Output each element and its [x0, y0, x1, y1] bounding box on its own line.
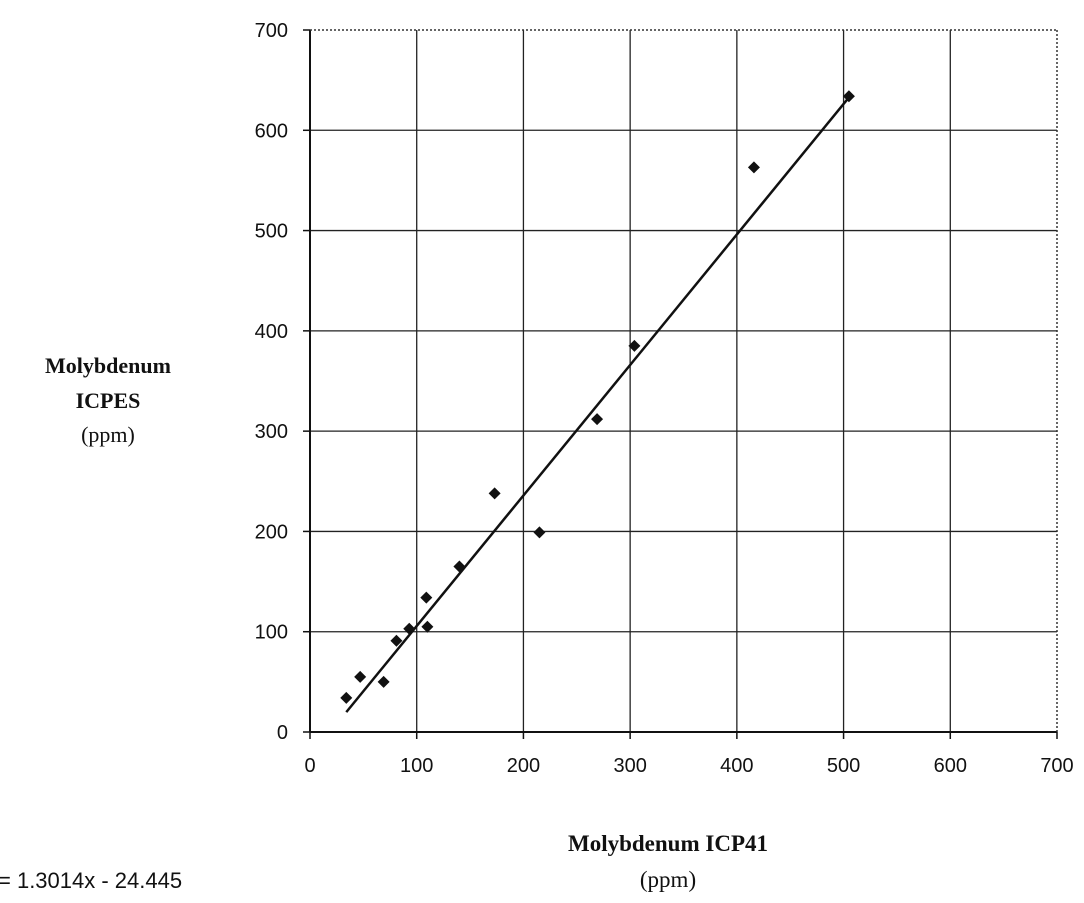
- y-tick-label-5: 500: [255, 221, 288, 243]
- data-point-4: [403, 622, 416, 635]
- data-point-0: [340, 691, 353, 704]
- x-tick-label-5: 500: [827, 755, 860, 777]
- data-point-12: [747, 161, 760, 174]
- plot-frame: [309, 29, 1058, 733]
- x-tick-label-3: 300: [613, 755, 646, 777]
- y-tick-label-0: 0: [277, 722, 288, 744]
- trendline-group: [345, 96, 850, 713]
- x-axis-label: Molybdenum ICP41: [568, 831, 768, 856]
- y-tick-labels: 0 100 200 300 400 500 600 700: [255, 20, 310, 744]
- data-point-1: [354, 670, 367, 683]
- y-axis-label-line-1: Molybdenum: [45, 353, 171, 378]
- y-axis-label-line-2: ICPES: [76, 388, 141, 413]
- data-point-3: [390, 634, 403, 647]
- x-tick-label-0: 0: [304, 755, 315, 777]
- y-tick-label-1: 100: [255, 622, 288, 644]
- x-tick-label-6: 600: [934, 755, 967, 777]
- x-tick-label-1: 100: [400, 755, 433, 777]
- grid-lines: [310, 30, 1057, 732]
- x-tick-label-4: 400: [720, 755, 753, 777]
- y-tick-label-4: 400: [255, 321, 288, 343]
- data-point-8: [488, 487, 501, 500]
- y-tick-label-7: 700: [255, 20, 288, 42]
- x-tick-label-7: 700: [1040, 755, 1073, 777]
- y-axis-unit: (ppm): [81, 422, 135, 447]
- x-tick-labels: 0 100 200 300 400 500 600 700: [304, 732, 1074, 777]
- data-point-7: [453, 560, 466, 573]
- x-axis-unit: (ppm): [640, 867, 696, 892]
- data-point-2: [377, 675, 390, 688]
- y-tick-label-2: 200: [255, 521, 288, 543]
- data-point-13: [842, 90, 855, 103]
- y-tick-label-3: 300: [255, 421, 288, 443]
- data-point-9: [533, 526, 546, 539]
- y-tick-label-6: 600: [255, 120, 288, 142]
- data-point-5: [420, 591, 433, 604]
- data-point-6: [421, 620, 434, 633]
- data-point-11: [628, 339, 641, 352]
- trendline-equation: = 1.3014x - 24.445: [0, 868, 182, 893]
- trendline: [345, 96, 850, 713]
- data-point-10: [591, 413, 604, 426]
- x-tick-label-2: 200: [507, 755, 540, 777]
- data-points: [340, 90, 855, 704]
